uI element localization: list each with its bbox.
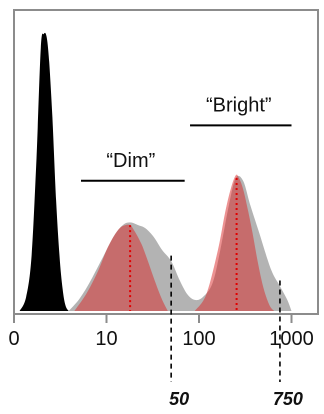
bright-population-area [194,174,275,311]
population-annotations: “Dim” “Bright” [80,94,292,182]
x-axis: 0 10 100 1000 [8,314,314,350]
plot-border [13,9,319,315]
dim-population-area [74,224,168,311]
histogram-marks [19,32,292,312]
plot-frame [13,9,319,315]
threshold-markers: 50 750 [169,255,303,409]
x-tick-label: 0 [8,328,19,350]
x-tick-label: 1000 [269,328,314,350]
annotation-label: “Bright” [206,94,272,116]
background-peak-area [19,32,69,312]
threshold-label: 750 [273,389,303,409]
x-tick-label: 10 [95,328,117,350]
x-tick-label: 100 [182,328,215,350]
annotation-label: “Dim” [106,150,155,172]
threshold-label: 50 [169,389,189,409]
